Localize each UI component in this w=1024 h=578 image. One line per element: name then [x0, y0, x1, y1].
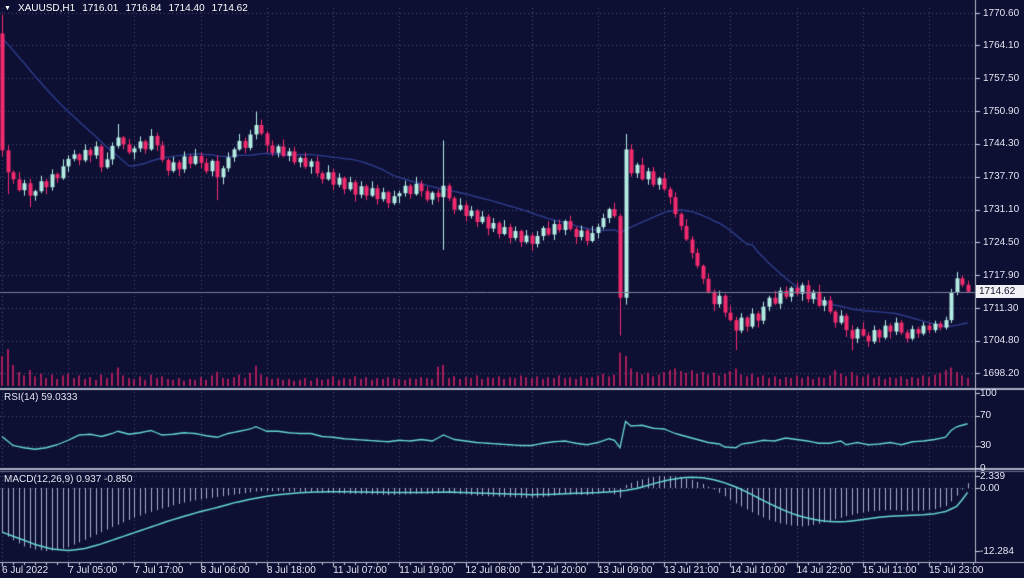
rsi-level-label: 30 [980, 440, 992, 451]
rsi-level-label: 0 [980, 462, 986, 474]
price-axis-label: 1744.30 [983, 138, 1020, 150]
current-price-box: 1714.62 [976, 285, 1024, 299]
symbol-timeframe-label: XAUUSD,H1 [17, 3, 76, 14]
chart-header: ▼ XAUUSD,H1 1716.01 1716.84 1714.40 1714… [4, 3, 248, 14]
price-axis-label: 1717.90 [983, 269, 1020, 281]
price-axis-label: 1731.10 [983, 204, 1020, 216]
time-axis-label: 11 Jul 19:00 [399, 565, 454, 576]
macd-panel[interactable] [0, 472, 975, 562]
time-axis-label: 13 Jul 21:00 [664, 565, 719, 576]
time-axis-label: 14 Jul 22:00 [796, 565, 852, 576]
time-axis-label: 8 Jul 18:00 [266, 565, 316, 576]
macd-level-label: 2.339 [980, 470, 1006, 482]
price-axis-label: 1724.50 [983, 236, 1020, 248]
price-axis-label: 1711.30 [983, 302, 1019, 314]
macd-level-label: 0.00 [980, 482, 1000, 494]
time-axis-label: 11 Jul 07:00 [333, 565, 387, 576]
rsi-panel[interactable] [0, 390, 975, 468]
macd-label: MACD(12,26,9) 0.937 -0.850 [4, 474, 133, 485]
rsi-level-label: 100 [980, 387, 997, 399]
time-axis-label: 12 Jul 20:00 [531, 565, 587, 576]
time-axis-label: 8 Jul 06:00 [200, 565, 250, 576]
price-axis-label: 1737.70 [983, 171, 1020, 183]
ohlc-low: 1714.40 [168, 3, 205, 14]
price-axis-label: 1750.90 [983, 105, 1020, 117]
price-axis-label: 1698.20 [983, 367, 1020, 379]
time-axis-label: 12 Jul 08:00 [465, 565, 521, 576]
ohlc-high: 1716.84 [125, 3, 162, 14]
price-axis-label: 1770.60 [983, 7, 1020, 19]
ohlc-open: 1716.01 [82, 3, 119, 14]
macd-level-label: -12.284 [980, 545, 1014, 557]
symbol-dropdown-icon[interactable]: ▼ [4, 4, 11, 12]
price-axis-label: 1757.50 [983, 72, 1020, 84]
ohlc-close: 1714.62 [211, 3, 248, 14]
price-axis-label: 1764.10 [983, 39, 1020, 51]
time-axis-label: 6 Jul 2022 [2, 565, 49, 576]
time-axis-label: 14 Jul 10:00 [730, 565, 785, 576]
main-chart-area[interactable] [0, 0, 975, 388]
rsi-level-label: 70 [980, 410, 992, 421]
time-axis-label: 15 Jul 23:00 [929, 565, 984, 576]
time-axis-label: 15 Jul 11:00 [862, 565, 917, 576]
rsi-label: RSI(14) 59.0333 [4, 392, 78, 403]
time-axis-label: 13 Jul 09:00 [597, 565, 653, 576]
time-axis-label: 7 Jul 17:00 [134, 565, 184, 576]
time-axis-label: 7 Jul 05:00 [68, 565, 118, 576]
price-axis-label: 1704.80 [983, 335, 1020, 347]
